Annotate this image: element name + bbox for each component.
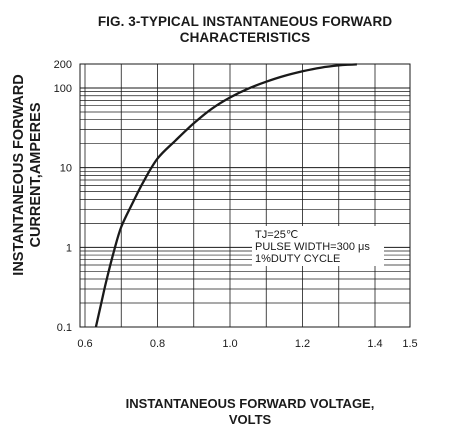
- y-tick-label: 200: [54, 59, 72, 71]
- x-tick-label: 1.2: [295, 338, 310, 350]
- grid: [80, 63, 410, 328]
- x-tick-label: 0.8: [150, 338, 165, 350]
- y-tick-label: 0.1: [57, 322, 72, 334]
- y-tick-label: 10: [60, 163, 72, 175]
- chart-title-line-2: CHARACTERISTICS: [179, 30, 311, 45]
- x-tick-label: 1.4: [367, 338, 382, 350]
- y-tick-label: 100: [54, 83, 72, 95]
- annotation-pulse-width: PULSE WIDTH=300 μs: [255, 241, 370, 253]
- chart-title-line-1: FIG. 3-TYPICAL INSTANTANEOUS FORWARD: [97, 14, 393, 29]
- x-tick-label: 0.6: [77, 338, 92, 350]
- x-axis-label-line-1: INSTANTANEOUS FORWARD VOLTAGE,: [125, 396, 375, 411]
- x-axis-label: INSTANTANEOUS FORWARD VOLTAGE, VOLTS: [80, 396, 420, 428]
- annotation-duty-cycle: 1%DUTY CYCLE: [255, 253, 340, 265]
- x-tick-label: 1.5: [402, 338, 417, 350]
- x-tick-labels: 0.6 0.8 1.0 1.2 1.4 1.5: [77, 338, 417, 350]
- chart-title: FIG. 3-TYPICAL INSTANTANEOUS FORWARD CHA…: [60, 14, 430, 46]
- x-axis-label-line-2: VOLTS: [228, 412, 272, 427]
- annotation-box: TJ=25℃ PULSE WIDTH=300 μs 1%DUTY CYCLE: [252, 226, 384, 266]
- plot-frame: [79, 63, 411, 328]
- y-tick-labels: 0.1 1 10 100 200: [54, 59, 72, 334]
- forward-current-curve: [94, 63, 357, 328]
- annotation-background: [252, 226, 384, 266]
- y-tick-label: 1: [66, 242, 72, 254]
- annotation-junction-temp: TJ=25℃: [255, 229, 298, 241]
- x-tick-label: 1.0: [222, 338, 237, 350]
